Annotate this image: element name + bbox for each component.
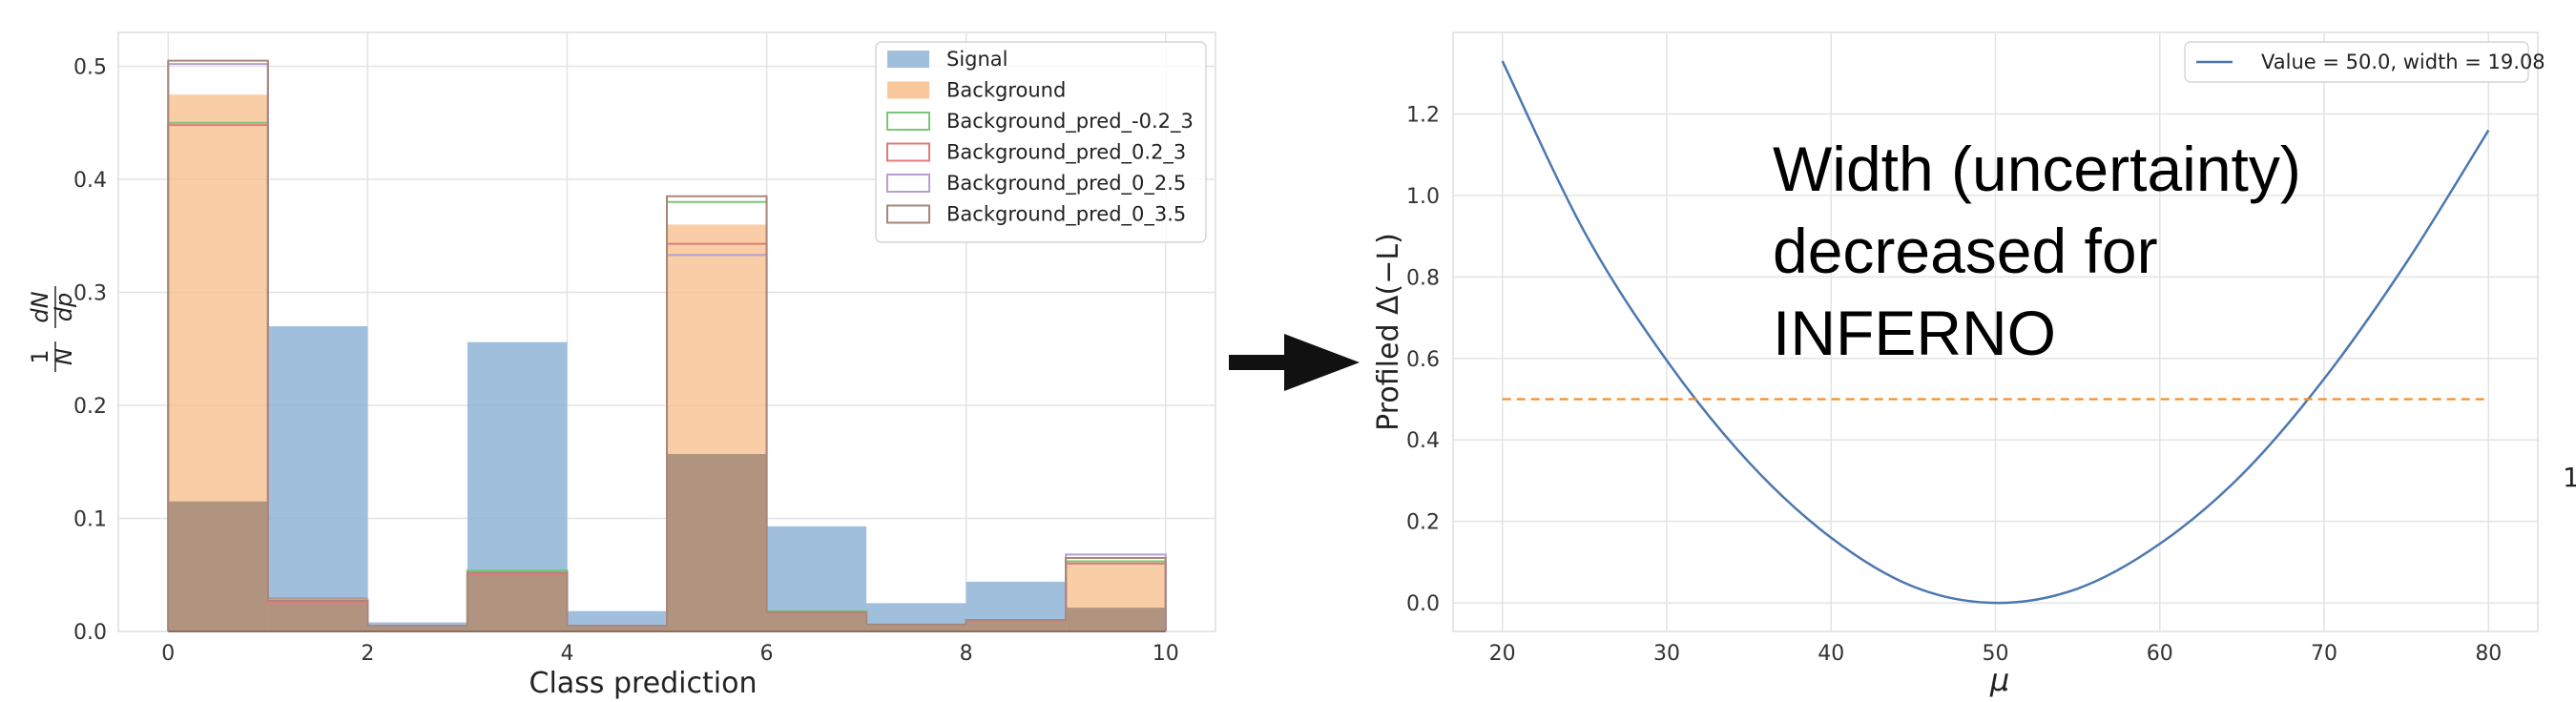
histogram-legend-label-5: Background_pred_0_3.5 [946, 203, 1186, 227]
histogram-legend-label-0: Signal [946, 48, 1008, 71]
edge-fragment: 1 [2563, 462, 2576, 493]
histogram-overlap-bar-6 [766, 610, 867, 631]
likelihood-curve [1501, 60, 2490, 605]
histogram-legend-label-2: Background_pred_-0.2_3 [946, 110, 1194, 134]
histogram-x-tick-0: 0 [161, 642, 175, 666]
histogram-y-tick-4: 0.4 [73, 169, 107, 193]
histogram-x-tick-3: 6 [760, 642, 774, 666]
histogram-x-tick-2: 4 [560, 642, 573, 666]
likelihood-y-tick-4: 0.8 [1406, 266, 1440, 290]
histogram-x-tick-5: 10 [1153, 642, 1179, 666]
likelihood-x-axis-label: μ [1989, 662, 2009, 698]
histogram-legend: Signal Background Background_pred_-0.2_3 Ba… [875, 41, 1207, 243]
histogram-legend-swatch-0 [887, 51, 929, 68]
likelihood-legend-label: Value = 50.0, width = 19.08 [2261, 51, 2545, 73]
likelihood-chart: 20 30 40 50 60 70 80 0.0 0.2 0.4 0.6 0.8 1.0 1.2 μ P… [1372, 31, 2545, 698]
histogram-y-tick-0: 0.0 [73, 621, 107, 645]
annotation-line-1: Width (uncertainty) [1773, 134, 2301, 204]
histogram-overlap-bar-0 [168, 501, 268, 631]
right-arrow-icon [1229, 334, 1360, 391]
likelihood-x-tick-6: 80 [2475, 642, 2502, 666]
histogram-legend-swatch-4 [886, 174, 930, 193]
ylabel-one: 1 [27, 349, 53, 363]
likelihood-y-tick-3: 0.6 [1406, 348, 1440, 372]
ylabel-dp: dp [51, 293, 77, 321]
ylabel-dn: dN [27, 291, 53, 322]
histogram-y-tick-2: 0.2 [73, 395, 107, 419]
likelihood-y-tick-0: 0.0 [1406, 592, 1440, 616]
histogram-legend-swatch-3 [886, 142, 930, 162]
likelihood-legend: Value = 50.0, width = 19.08 [2184, 41, 2545, 83]
histogram-overlap-bar-9 [1066, 608, 1166, 631]
histogram-background-bars [168, 94, 1166, 632]
annotation-line-3: INFERNO [1773, 298, 2056, 368]
histogram-y-ticks: 0.0 0.1 0.2 0.3 0.4 0.5 [73, 56, 107, 645]
annotation: Width (uncertainty) decreased for INFERN… [1773, 134, 2301, 368]
likelihood-legend-box [2184, 41, 2529, 83]
histogram-overlap-bar-2 [367, 626, 467, 631]
histogram-y-axis-label: 1 N dN dp [27, 286, 77, 372]
likelihood-lines [1501, 60, 2490, 605]
histogram-overlap-bar-4 [567, 626, 667, 631]
likelihood-y-axis-label: Profiled Δ(−L) [1372, 233, 1405, 431]
likelihood-x-tick-0: 20 [1489, 642, 1516, 666]
histogram-y-tick-5: 0.5 [73, 56, 107, 80]
histogram-step-4 [167, 59, 1167, 631]
histogram-overlap-bar-7 [866, 624, 966, 631]
histogram-overlap-bar-5 [667, 453, 767, 631]
histogram-prediction-steps [167, 59, 1167, 632]
histogram-y-tick-1: 0.1 [73, 508, 107, 532]
histogram-legend-swatch-5 [886, 204, 930, 224]
histogram-legend-label-1: Background [946, 79, 1066, 102]
histogram-legend-swatch-1 [887, 81, 929, 99]
histogram-overlap-bar-8 [966, 620, 1067, 631]
likelihood-x-tick-5: 70 [2311, 642, 2337, 666]
likelihood-x-tick-4: 60 [2147, 642, 2173, 666]
likelihood-x-tick-2: 40 [1818, 642, 1844, 666]
histogram-x-ticks: 0 2 4 6 8 10 [161, 642, 1178, 666]
likelihood-x-tick-3: 50 [1983, 642, 2009, 666]
ylabel-n: N [51, 348, 77, 365]
histogram-overlap-bar-3 [467, 572, 568, 631]
histogram-bar-signal-1 [267, 326, 368, 631]
likelihood-y-tick-2: 0.4 [1406, 429, 1440, 453]
likelihood-grid [1453, 32, 2538, 631]
histogram-legend-label-4: Background_pred_0_2.5 [946, 172, 1186, 196]
histogram-y-tick-3: 0.3 [73, 282, 107, 306]
histogram-legend-label-3: Background_pred_0.2_3 [946, 141, 1186, 165]
likelihood-y-tick-6: 1.2 [1406, 103, 1440, 127]
histogram-x-tick-4: 8 [960, 642, 973, 666]
histogram-legend-swatch-2 [886, 112, 930, 131]
likelihood-x-tick-1: 30 [1653, 642, 1680, 666]
histogram-x-axis-label: Class prediction [530, 667, 758, 700]
likelihood-y-tick-5: 1.0 [1406, 185, 1440, 209]
likelihood-y-ticks: 0.0 0.2 0.4 0.6 0.8 1.0 1.2 [1406, 103, 1440, 616]
histogram-x-tick-1: 2 [361, 642, 374, 666]
histogram-chart: 0 2 4 6 8 10 0.0 0.1 0.2 0.3 0.4 0.5 Class predict… [27, 31, 1216, 700]
histogram-legend-box [875, 41, 1207, 243]
likelihood-y-tick-1: 0.2 [1406, 511, 1440, 535]
likelihood-x-ticks: 20 30 40 50 60 70 80 [1489, 642, 2503, 666]
annotation-line-2: decreased for [1773, 216, 2158, 286]
